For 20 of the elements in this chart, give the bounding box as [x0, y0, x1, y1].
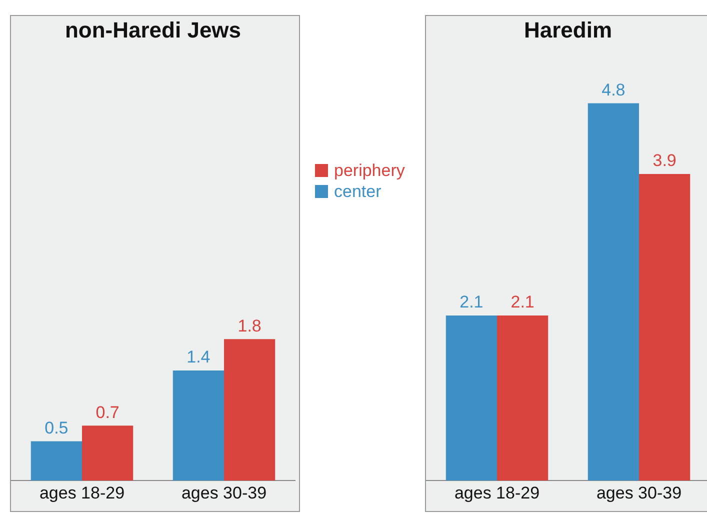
legend-label: periphery	[334, 160, 405, 181]
bar	[82, 426, 134, 481]
data-label: 0.7	[96, 402, 120, 422]
x-tick-label: ages 18-29	[39, 483, 125, 502]
x-tick-label: ages 18-29	[454, 483, 540, 502]
bar	[172, 370, 224, 481]
x-tick-label: ages 30-39	[596, 483, 682, 502]
legend-label: center	[334, 181, 382, 202]
data-label: 3.9	[652, 151, 676, 170]
x-tick-label: ages 30-39	[181, 483, 267, 502]
data-label: 2.1	[510, 292, 534, 312]
data-label: 4.8	[602, 80, 626, 100]
data-label: 1.8	[238, 316, 262, 336]
chart-title: Haredim	[524, 17, 612, 42]
data-label: 0.5	[44, 418, 68, 438]
data-label: 1.4	[186, 348, 210, 367]
bar	[30, 441, 82, 481]
chart-title: non-Haredi Jews	[64, 17, 242, 42]
data-label: 2.1	[460, 292, 484, 312]
bar	[224, 339, 276, 481]
